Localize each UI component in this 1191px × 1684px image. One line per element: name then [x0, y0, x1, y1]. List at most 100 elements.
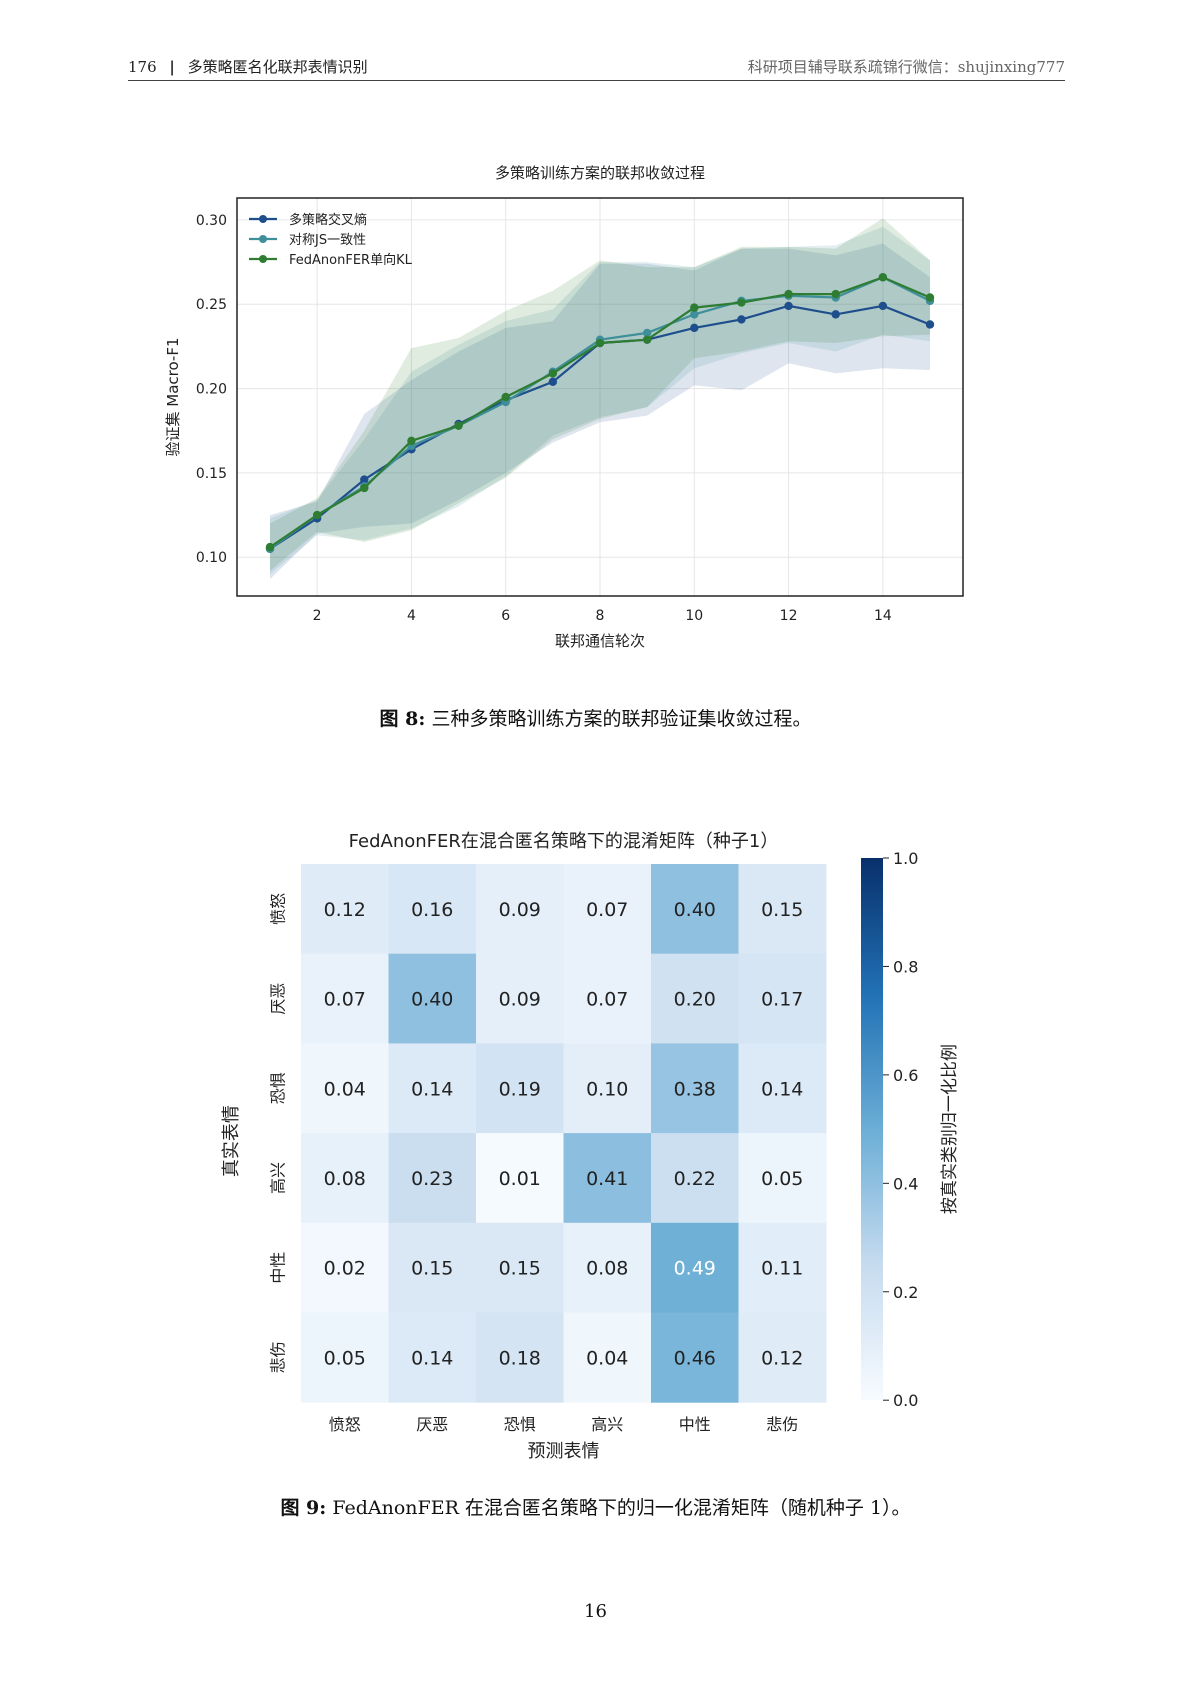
y-category-label: 厌恶 — [269, 983, 288, 1015]
cell-value-label: 0.14 — [411, 1347, 453, 1369]
heatmap-cell — [563, 864, 652, 955]
y-axis-label: 真实表情 — [221, 1105, 242, 1177]
header-left: 176 | 多策略匿名化联邦表情识别 — [128, 56, 368, 77]
data-point — [454, 421, 463, 430]
heatmap-cell — [388, 864, 477, 955]
x-tick-label: 12 — [780, 608, 798, 624]
figure9-caption: 图 9: FedAnonFER 在混合匿名策略下的归一化混淆矩阵（随机种子 1）… — [0, 1493, 1191, 1520]
x-category-label: 愤怒 — [329, 1415, 361, 1434]
header-separator: | — [169, 58, 175, 76]
data-point — [265, 542, 275, 552]
cell-value-label: 0.46 — [674, 1347, 716, 1369]
cell-value-label: 0.41 — [586, 1168, 628, 1190]
confusion-matrix-chart: FedAnonFER在混合匿名策略下的混淆矩阵（种子1） 0.12 0.16 0.09… — [215, 825, 975, 1465]
figure8-caption-label: 图 8: — [379, 708, 426, 730]
x-category-label: 悲伤 — [766, 1415, 798, 1434]
heatmap-cell — [476, 953, 564, 1044]
heatmap-cell — [476, 1312, 564, 1403]
heatmap-cell — [738, 1043, 827, 1134]
x-category-label: 厌恶 — [416, 1415, 448, 1434]
header-page-number: 176 — [128, 58, 157, 76]
colorbar — [861, 858, 883, 1401]
plot-frame — [236, 197, 964, 597]
x-category-label: 高兴 — [591, 1415, 623, 1434]
confidence-band — [270, 218, 930, 571]
data-point — [548, 369, 558, 378]
data-point — [831, 289, 840, 299]
heatmap-cell — [738, 1312, 827, 1403]
legend-marker — [259, 215, 267, 223]
cell-value-label: 0.15 — [411, 1258, 453, 1280]
cell-value-label: 0.12 — [324, 899, 366, 921]
page-header: 176 | 多策略匿名化联邦表情识别 科研项目辅导联系疏锦行微信：shujinx… — [128, 50, 1065, 81]
legend-marker — [259, 255, 267, 263]
x-tick-label: 6 — [501, 608, 510, 624]
heatmap-cell — [563, 1222, 652, 1313]
data-point — [690, 323, 699, 333]
heatmap-cell — [651, 1133, 739, 1224]
cell-value-label: 0.15 — [499, 1258, 541, 1280]
cell-value-label: 0.18 — [499, 1347, 541, 1369]
data-point — [690, 303, 699, 312]
data-point — [690, 310, 699, 319]
legend-label: 多策略交叉熵 — [289, 212, 367, 228]
heatmap-cell — [388, 1312, 477, 1403]
data-point — [737, 315, 746, 324]
confidence-band — [270, 243, 930, 580]
cell-value-label: 0.09 — [499, 899, 541, 921]
legend-marker — [259, 235, 267, 243]
heatmap-cell — [476, 1043, 564, 1134]
cell-value-label: 0.15 — [761, 899, 803, 921]
data-point — [548, 377, 558, 387]
cell-value-label: 0.04 — [324, 1078, 366, 1100]
heatmap-cell — [563, 953, 652, 1044]
data-point — [878, 301, 888, 311]
data-point — [360, 475, 369, 484]
y-tick-label: 0.20 — [196, 382, 227, 398]
figure9-caption-text: FedAnonFER 在混合匿名策略下的归一化混淆矩阵（随机种子 1）。 — [332, 1497, 911, 1519]
heatmap-cell — [651, 1043, 739, 1134]
heatmap-cell — [301, 953, 389, 1044]
header-right-text: 科研项目辅导联系疏锦行微信：shujinxing777 — [747, 58, 1065, 76]
cell-value-label: 0.01 — [499, 1168, 541, 1190]
cell-value-label: 0.11 — [761, 1258, 803, 1280]
figure8-caption-text: 三种多策略训练方案的联邦验证集收敛过程。 — [431, 708, 812, 730]
figure8-caption: 图 8: 三种多策略训练方案的联邦验证集收敛过程。 — [0, 704, 1191, 731]
cell-value-label: 0.38 — [674, 1078, 716, 1100]
cell-value-label: 0.05 — [761, 1168, 803, 1190]
colorbar-label: 按真实类别归一化比例 — [940, 1044, 960, 1214]
heatmap-cell — [476, 1222, 564, 1313]
cell-value-label: 0.09 — [499, 989, 541, 1011]
heatmap-cell — [301, 864, 389, 955]
cell-value-label: 0.23 — [411, 1168, 453, 1190]
x-tick-label: 14 — [874, 608, 892, 624]
x-category-label: 恐惧 — [504, 1415, 536, 1434]
heatmap-cell — [301, 1133, 389, 1224]
legend-label: 对称JS一致性 — [289, 233, 366, 248]
colorbar-tick-label: 0.6 — [893, 1066, 918, 1085]
cell-value-label: 0.08 — [586, 1258, 628, 1280]
data-point — [784, 301, 793, 311]
cell-value-label: 0.04 — [586, 1347, 628, 1369]
cell-value-label: 0.12 — [761, 1347, 803, 1369]
header-title: 多策略匿名化联邦表情识别 — [187, 58, 368, 76]
footer-page-number: 16 — [584, 1601, 607, 1622]
cell-value-label: 0.05 — [324, 1347, 366, 1369]
colorbar-tick-label: 1.0 — [893, 849, 918, 868]
y-category-label: 中性 — [269, 1252, 288, 1284]
data-point — [925, 293, 935, 302]
y-tick-label: 0.10 — [196, 550, 227, 566]
heatmap-cell — [301, 1043, 389, 1134]
heatmap-cell — [563, 1133, 652, 1224]
chart-title: 多策略训练方案的联邦收敛过程 — [495, 165, 705, 182]
data-point — [831, 310, 840, 319]
cell-value-label: 0.08 — [324, 1168, 366, 1190]
heatmap-svg: FedAnonFER在混合匿名策略下的混淆矩阵（种子1） 0.12 0.16 0.09… — [221, 831, 960, 1462]
data-point — [642, 328, 652, 338]
heatmap-cell — [651, 1222, 739, 1313]
data-point — [642, 335, 652, 344]
y-tick-label: 0.15 — [196, 466, 227, 482]
y-category-label: 高兴 — [269, 1162, 288, 1194]
colorbar-tick-label: 0.8 — [893, 957, 918, 976]
cell-value-label: 0.07 — [324, 989, 366, 1011]
